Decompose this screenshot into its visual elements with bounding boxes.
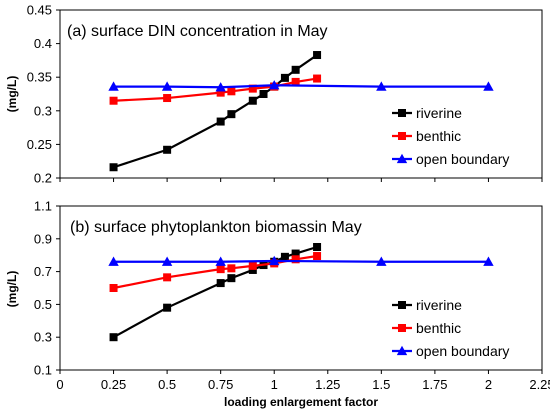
- legend-label-open-boundary: open boundary: [416, 343, 509, 359]
- series-group-a: [108, 51, 494, 172]
- data-point-benthic: [313, 74, 322, 83]
- data-point-benthic: [248, 261, 257, 270]
- legend-label-riverine: riverine: [416, 105, 462, 121]
- data-point-riverine: [227, 110, 236, 119]
- x-tick-label: 1.75: [422, 377, 447, 392]
- y-tick-label: 0.9: [34, 231, 52, 246]
- data-point-open-boundary: [376, 81, 387, 91]
- legend-label-open-boundary: open boundary: [416, 151, 509, 167]
- y-tick-label: 0.25: [27, 137, 52, 152]
- y-tick-label: 0.35: [27, 70, 52, 85]
- data-point-open-boundary: [483, 81, 494, 91]
- y-tick-label: 0.45: [27, 3, 52, 18]
- x-tick-label: 0.25: [101, 377, 126, 392]
- data-point-riverine: [291, 249, 300, 258]
- data-point-riverine: [280, 73, 289, 82]
- chart-title-b: (b) surface phytoplankton biomassin May: [70, 219, 362, 236]
- legend-label-riverine: riverine: [416, 297, 462, 313]
- series-line-open-boundary-a: [113, 84, 489, 89]
- y-tick-label: 0.7: [34, 264, 52, 279]
- data-point-benthic: [163, 94, 172, 103]
- data-point-benthic: [227, 264, 236, 273]
- x-tick-label: 0: [56, 377, 63, 392]
- x-tick-label: 2: [485, 377, 492, 392]
- data-point-open-boundary: [483, 256, 494, 266]
- data-point-benthic: [313, 252, 322, 261]
- data-point-riverine: [216, 117, 225, 126]
- x-tick-label: 2.25: [529, 377, 550, 392]
- data-point-riverine: [313, 243, 322, 251]
- data-point-open-boundary: [108, 256, 119, 266]
- legend-label-benthic: benthic: [416, 320, 461, 336]
- series-line-riverine-a: [113, 54, 318, 169]
- legend-marker: [398, 132, 406, 140]
- series-line-riverine-b: [113, 245, 318, 339]
- data-point-riverine: [280, 252, 289, 261]
- data-point-benthic: [216, 265, 225, 274]
- x-tick-label: 0.75: [208, 377, 233, 392]
- x-tick-label: 1.5: [372, 377, 390, 392]
- data-point-benthic: [291, 77, 300, 86]
- data-point-open-boundary: [376, 256, 387, 266]
- y-tick-label: 0.2: [34, 171, 52, 186]
- series-group-b: [108, 243, 494, 342]
- data-point-benthic: [291, 255, 300, 264]
- data-point-riverine: [313, 51, 322, 60]
- data-point-riverine: [109, 163, 118, 172]
- legend-marker: [398, 109, 406, 117]
- plot-area-a: [59, 9, 543, 179]
- y-ticks-b: 0.1 0.3 0.5 0.7 0.9 1.1: [34, 199, 60, 378]
- data-point-benthic: [109, 284, 118, 292]
- data-point-riverine: [163, 145, 172, 154]
- y-tick-label: 0.3: [34, 103, 52, 118]
- y-tick-label: 0.5: [34, 297, 52, 312]
- data-point-riverine: [291, 65, 300, 74]
- y-axis-label-a: (mg/L): [5, 76, 19, 113]
- legend-marker: [398, 324, 406, 332]
- y-axis-label-b: (mg/L): [5, 271, 19, 308]
- data-point-open-boundary: [161, 81, 173, 91]
- x-ticks-b: 0 0.25 0.5 0.75 1 1.25 1.5 1.75 2 2.25: [56, 370, 550, 392]
- x-tick-label: 1: [271, 377, 278, 392]
- legend-marker: [396, 153, 408, 164]
- y-tick-label: 1.1: [34, 199, 52, 214]
- series-line-open-boundary-b: [113, 259, 489, 263]
- data-point-benthic: [163, 273, 172, 282]
- y-tick-label: 0.3: [34, 330, 52, 345]
- data-point-benthic: [248, 84, 257, 93]
- legend-marker: [396, 345, 408, 356]
- legend-label-benthic: benthic: [416, 128, 461, 144]
- data-point-riverine: [216, 279, 225, 288]
- legend-a: riverine benthic open boundary: [392, 105, 509, 167]
- legend-b: riverine benthic open boundary: [392, 297, 509, 359]
- x-axis-label: loading enlargement factor: [224, 395, 378, 409]
- y-tick-label: 0.4: [34, 36, 52, 51]
- data-point-benthic: [216, 88, 225, 97]
- data-point-riverine: [248, 265, 257, 274]
- data-point-open-boundary: [161, 256, 173, 266]
- x-tick-label: 1.25: [315, 377, 340, 392]
- data-point-riverine: [109, 333, 118, 342]
- data-point-riverine: [248, 96, 257, 105]
- y-tick-label: 0.1: [34, 363, 52, 378]
- data-point-benthic: [227, 87, 236, 96]
- data-point-open-boundary: [215, 82, 226, 92]
- data-point-benthic: [109, 96, 118, 105]
- data-point-open-boundary: [269, 255, 280, 266]
- x-tick-label: 0.5: [158, 377, 176, 392]
- data-point-riverine: [163, 303, 172, 312]
- panel-a: (a) surface DIN concentration in May (mg…: [5, 3, 543, 186]
- y-ticks-a: 0.2 0.25 0.3 0.35 0.4 0.45: [27, 3, 60, 186]
- plot-area-b: [59, 205, 543, 371]
- legend-marker: [398, 301, 406, 309]
- panel-b: (b) surface phytoplankton biomassin May …: [5, 199, 550, 410]
- data-point-riverine: [259, 90, 268, 98]
- data-point-open-boundary: [215, 256, 226, 266]
- data-point-open-boundary: [108, 81, 119, 91]
- data-point-riverine: [227, 274, 236, 283]
- chart-title-a: (a) surface DIN concentration in May: [67, 23, 328, 40]
- data-point-open-boundary: [269, 80, 280, 90]
